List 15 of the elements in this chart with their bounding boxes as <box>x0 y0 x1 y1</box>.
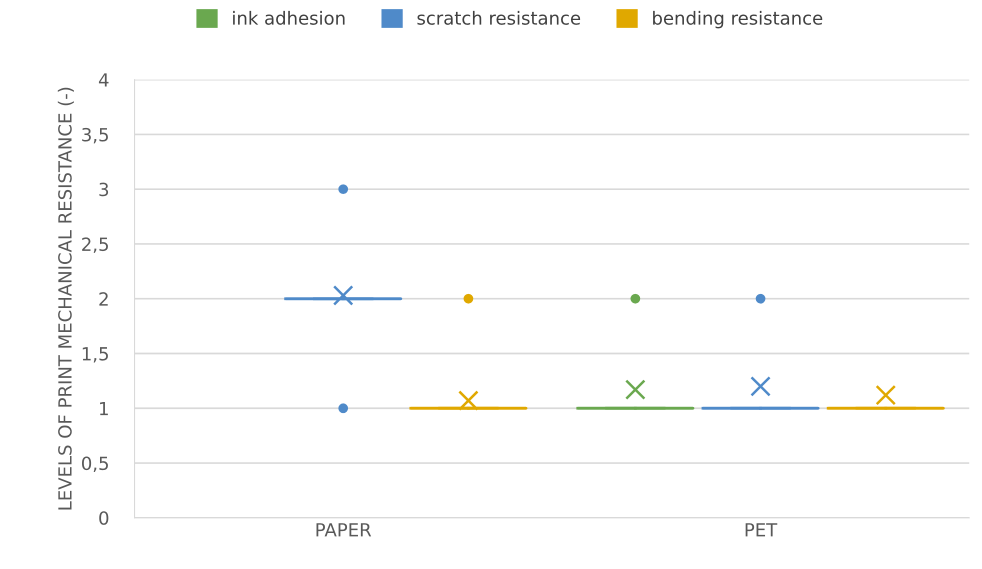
y-tick-label: 2,5 <box>82 237 108 253</box>
y-tick-label: 3 <box>99 182 108 196</box>
legend-label: scratch resistance <box>417 10 580 25</box>
y-tick-label: 0,5 <box>82 456 108 472</box>
legend-label: ink adhesion <box>233 10 345 25</box>
y-tick-label: 1,5 <box>82 347 108 362</box>
y-tick-label: 1 <box>100 402 108 416</box>
y-tick-label: 4 <box>98 73 109 87</box>
x-tick-label: PAPER <box>316 523 372 536</box>
y-tick-label: 0 <box>99 511 108 525</box>
y-tick-label: 2 <box>99 292 108 306</box>
x-tick-label: PET <box>746 523 778 536</box>
y-axis-title: LEVELS OF PRINT MECHANICAL RESISTANCE (-) <box>58 88 74 510</box>
legend-label: bending resistance <box>653 10 822 28</box>
y-tick-label: 3,5 <box>82 128 108 144</box>
